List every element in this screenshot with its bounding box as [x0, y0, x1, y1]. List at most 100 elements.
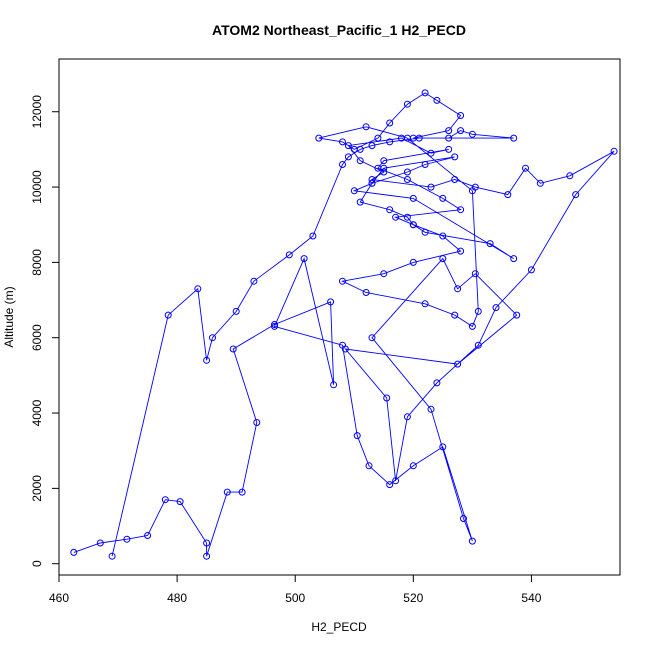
data-point	[339, 161, 346, 168]
data-point	[445, 127, 453, 135]
data-point	[468, 537, 476, 545]
data-point	[610, 147, 618, 155]
data-point	[510, 134, 518, 142]
data-point	[527, 266, 535, 274]
data-point	[232, 307, 240, 315]
data-point	[409, 221, 417, 229]
data-point	[362, 289, 370, 296]
data-point	[203, 539, 211, 547]
data-point	[403, 168, 411, 176]
data-point	[330, 381, 338, 389]
data-point	[492, 304, 500, 312]
data-point	[368, 334, 376, 342]
data-point	[439, 255, 447, 263]
data-point	[468, 322, 476, 330]
data-point	[409, 462, 417, 470]
data-point	[356, 157, 364, 165]
data-point	[356, 145, 364, 153]
data-point	[380, 157, 388, 165]
data-point	[421, 89, 429, 97]
data-point	[365, 462, 373, 470]
data-point	[439, 232, 447, 240]
data-point	[356, 198, 364, 206]
data-point	[451, 176, 459, 183]
data-point	[309, 232, 317, 240]
data-point	[374, 134, 382, 142]
data-point	[403, 413, 411, 421]
data-point	[392, 213, 400, 221]
data-point	[386, 481, 394, 489]
data-point	[403, 100, 411, 108]
data-point	[238, 488, 246, 496]
data-point	[339, 138, 346, 146]
data-point	[415, 134, 423, 142]
plot-frame	[58, 58, 621, 576]
data-point	[403, 176, 411, 183]
data-point	[457, 247, 465, 255]
data-point	[522, 164, 529, 172]
x-tick-label: 500	[285, 591, 305, 605]
data-point	[572, 191, 580, 199]
data-point	[468, 130, 476, 138]
data-point	[474, 307, 482, 315]
data-point	[223, 488, 231, 496]
data-point	[486, 240, 494, 248]
data-point	[409, 194, 417, 202]
data-point	[209, 334, 216, 342]
data-point	[457, 112, 465, 119]
y-tick-label: 0	[30, 560, 44, 567]
data-point	[194, 285, 202, 293]
data-point	[368, 176, 376, 183]
data-point	[123, 535, 131, 543]
data-point	[386, 206, 394, 214]
data-point	[344, 153, 352, 161]
data-point	[164, 311, 172, 319]
chart-title: ATOM2 Northeast_Pacific_1 H2_PECD	[212, 22, 466, 38]
data-point	[203, 356, 211, 364]
data-point	[433, 96, 441, 104]
data-point	[383, 394, 391, 402]
data-point	[457, 127, 465, 135]
data-point	[380, 168, 388, 176]
data-point	[253, 419, 261, 426]
data-point	[513, 311, 521, 319]
data-point	[108, 552, 116, 560]
data-point	[362, 123, 370, 131]
series-line	[73, 92, 615, 557]
data-point	[344, 142, 352, 150]
data-point	[271, 322, 278, 330]
data-point	[427, 405, 435, 413]
data-point	[510, 255, 518, 263]
data-point	[457, 206, 465, 214]
data-point	[368, 179, 376, 187]
data-point	[460, 515, 467, 522]
data-point	[427, 149, 435, 157]
data-point	[229, 345, 237, 353]
data-point	[421, 161, 429, 168]
y-tick-label: 4000	[30, 399, 44, 426]
data-point	[445, 145, 453, 153]
data-point	[433, 379, 441, 387]
data-point	[341, 345, 349, 353]
data-point	[474, 341, 482, 349]
data-point	[144, 532, 152, 539]
data-point	[471, 270, 479, 278]
data-point	[315, 134, 323, 142]
data-point	[203, 552, 211, 560]
x-tick-label: 480	[167, 591, 187, 605]
y-axis-label: Altitude (m)	[2, 286, 16, 347]
data-point	[70, 548, 78, 556]
y-axis: 0 2000 4000 6000 8000 10000 12000	[30, 95, 60, 567]
data-point	[439, 194, 447, 202]
data-point	[468, 187, 476, 195]
y-tick-label: 12000	[30, 95, 44, 129]
data-point	[403, 213, 411, 221]
data-point	[451, 153, 459, 161]
y-tick-label: 2000	[30, 475, 44, 502]
data-point	[380, 164, 388, 172]
data-point	[339, 277, 346, 285]
x-tick-label: 460	[49, 591, 69, 605]
data-point	[445, 134, 453, 142]
data-point	[300, 255, 308, 263]
